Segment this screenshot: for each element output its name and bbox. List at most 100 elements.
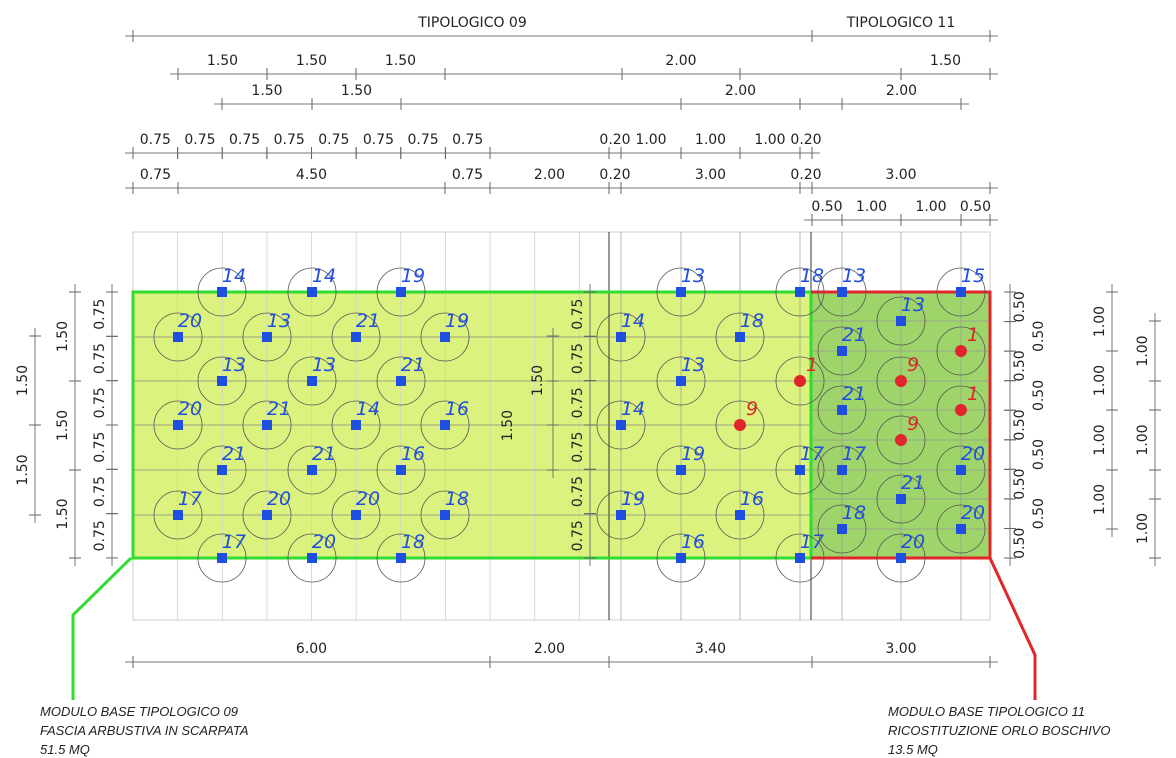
plant-area <box>153 400 203 450</box>
plant-area <box>656 356 706 406</box>
dim-label: 0.75 <box>92 387 108 418</box>
plant-area <box>376 533 426 583</box>
plant-label: 20 <box>178 398 202 420</box>
dim-label: 1.50 <box>55 410 71 441</box>
plant-area <box>153 312 203 362</box>
plant-label: 13 <box>681 265 705 287</box>
plant-marker <box>795 553 805 563</box>
plant-area <box>817 326 867 376</box>
plant-area <box>287 267 337 317</box>
plant-marker <box>396 465 406 475</box>
dim-label: 1.00 <box>1092 424 1108 455</box>
dim-label: 0.75 <box>570 520 586 551</box>
note-line: 51.5 MQ <box>40 742 90 757</box>
plant-marker <box>440 510 450 520</box>
plant-label: 18 <box>842 502 866 524</box>
plant-marker <box>955 345 967 357</box>
dim-label: 1.50 <box>55 498 71 529</box>
plant-marker <box>396 287 406 297</box>
dim-label: 0.75 <box>408 132 439 148</box>
dim-label: 1.00 <box>1135 424 1151 455</box>
plant-area <box>876 533 926 583</box>
plant-marker <box>173 420 183 430</box>
dim-label: 0.75 <box>570 476 586 507</box>
plant-label: 16 <box>401 443 425 465</box>
note-line: 13.5 MQ <box>888 742 938 757</box>
plant-label: 14 <box>356 398 380 420</box>
plant-marker <box>735 510 745 520</box>
dim-label: 1.00 <box>1092 306 1108 337</box>
plant-marker <box>307 287 317 297</box>
dim-label: 1.00 <box>856 199 887 215</box>
plant-area <box>287 445 337 495</box>
dim-label: 0.75 <box>452 167 483 183</box>
plant-marker <box>616 332 626 342</box>
plant-area <box>715 490 765 540</box>
dim-label: 1.50 <box>341 83 372 99</box>
plant-marker <box>396 376 406 386</box>
plant-area <box>420 312 470 362</box>
dim-label: 1.00 <box>1135 513 1151 544</box>
leader-11 <box>988 557 1037 700</box>
plant-area <box>596 400 646 450</box>
dim-label: 2.00 <box>534 167 565 183</box>
dim-label: 0.75 <box>570 343 586 374</box>
plant-label: 16 <box>681 531 705 553</box>
dim-label: 1.50 <box>500 410 516 441</box>
plant-label: 1 <box>806 354 818 376</box>
dim-label: 0.50 <box>1012 350 1028 381</box>
plant-label: 14 <box>312 265 336 287</box>
plant-area <box>817 267 867 317</box>
dim-label: 0.75 <box>318 132 349 148</box>
plant-area <box>775 533 825 583</box>
plant-marker <box>217 376 227 386</box>
plant-area <box>656 533 706 583</box>
plant-area <box>876 356 926 406</box>
dim-label: 0.50 <box>811 199 842 215</box>
plant-marker <box>956 287 966 297</box>
dim-label: 1.00 <box>635 132 666 148</box>
plant-label: 9 <box>746 398 758 420</box>
plant-marker <box>616 420 626 430</box>
plant-label: 17 <box>842 443 866 465</box>
plant-marker <box>440 420 450 430</box>
plant-area <box>936 385 986 435</box>
plant-label: 14 <box>621 310 645 332</box>
dim-label: 0.75 <box>92 476 108 507</box>
plant-area <box>936 445 986 495</box>
plant-marker <box>956 524 966 534</box>
plant-label: 21 <box>222 443 246 465</box>
plant-area <box>775 356 825 406</box>
plant-label: 20 <box>901 531 925 553</box>
plant-marker <box>734 419 746 431</box>
plant-marker <box>676 465 686 475</box>
dim-label: 2.00 <box>534 641 565 657</box>
plant-area <box>197 267 247 317</box>
plant-label: 9 <box>907 413 919 435</box>
plant-marker <box>351 420 361 430</box>
plant-marker <box>676 376 686 386</box>
plant-marker <box>837 405 847 415</box>
dim-label: 1.00 <box>1092 365 1108 396</box>
plant-marker <box>262 332 272 342</box>
plant-label: 21 <box>901 472 925 494</box>
plant-area <box>242 400 292 450</box>
plant-area <box>287 356 337 406</box>
plant-marker <box>896 316 906 326</box>
dim-label: 0.75 <box>92 299 108 330</box>
plant-marker <box>837 524 847 534</box>
plant-marker <box>795 287 805 297</box>
dim-label: 0.75 <box>274 132 305 148</box>
plant-area <box>656 267 706 317</box>
plant-label: 20 <box>178 310 202 332</box>
plant-marker <box>217 287 227 297</box>
plant-area <box>817 504 867 554</box>
dim-label: 6.00 <box>296 641 327 657</box>
plant-marker <box>837 287 847 297</box>
dim-label: 0.20 <box>599 167 630 183</box>
plant-area <box>331 490 381 540</box>
dim-label: 1.50 <box>251 83 282 99</box>
plant-marker <box>895 434 907 446</box>
dim-label: 0.50 <box>1012 409 1028 440</box>
plant-label: 16 <box>445 398 469 420</box>
